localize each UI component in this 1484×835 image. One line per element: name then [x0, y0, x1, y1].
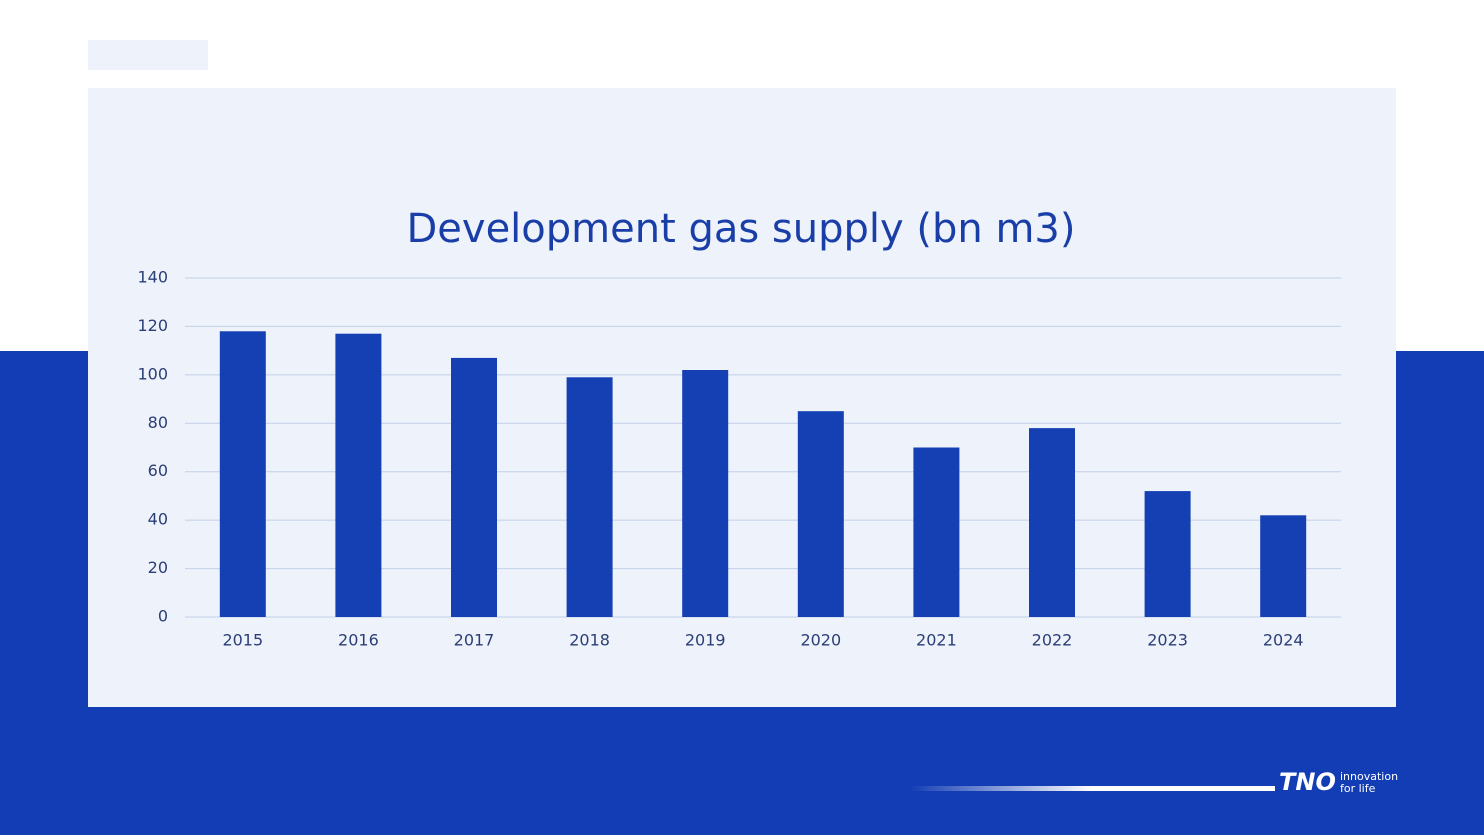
- bar: [335, 333, 382, 617]
- plot: 0 20 40 60 80 100 120 140 2015 2016 2017 2018 2019 20…: [137, 268, 1341, 650]
- y-tick-label: 120: [137, 316, 168, 335]
- bar: [1029, 428, 1075, 617]
- x-tick-label: 2015: [222, 631, 263, 650]
- x-tick-label: 2024: [1263, 631, 1304, 650]
- logo-name: TNO: [1279, 768, 1336, 796]
- y-tick-label: 0: [158, 607, 168, 626]
- panel: [88, 88, 1396, 707]
- bar: [1144, 491, 1191, 617]
- bar: [797, 411, 844, 617]
- bar: [682, 370, 729, 617]
- y-tick-label: 80: [148, 413, 168, 432]
- y-tick-label: 60: [148, 461, 168, 480]
- x-tick-label: 2021: [916, 631, 957, 650]
- tab: [88, 40, 208, 70]
- logo-tagline: innovation: [1340, 770, 1398, 783]
- logo-tagline: for life: [1340, 782, 1376, 795]
- chart-title: Development gas supply (bn m3): [406, 206, 1075, 252]
- y-tick-label: 40: [148, 510, 168, 529]
- y-tick-label: 20: [148, 558, 168, 577]
- y-tick-label: 100: [137, 364, 168, 383]
- x-tick-label: 2022: [1032, 631, 1073, 650]
- x-tick-label: 2023: [1147, 631, 1188, 650]
- x-tick-label: 2020: [800, 631, 841, 650]
- x-tick-label: 2017: [454, 631, 495, 650]
- x-tick-label: 2019: [685, 631, 726, 650]
- x-tick-label: 2016: [338, 631, 379, 650]
- bar: [913, 447, 960, 617]
- bar: [566, 377, 613, 617]
- logo-line: [910, 786, 1275, 791]
- bar: [219, 331, 266, 617]
- bar: [1260, 515, 1307, 617]
- x-tick-label: 2018: [569, 631, 610, 650]
- bar: [451, 357, 497, 617]
- y-tick-label: 140: [137, 268, 168, 287]
